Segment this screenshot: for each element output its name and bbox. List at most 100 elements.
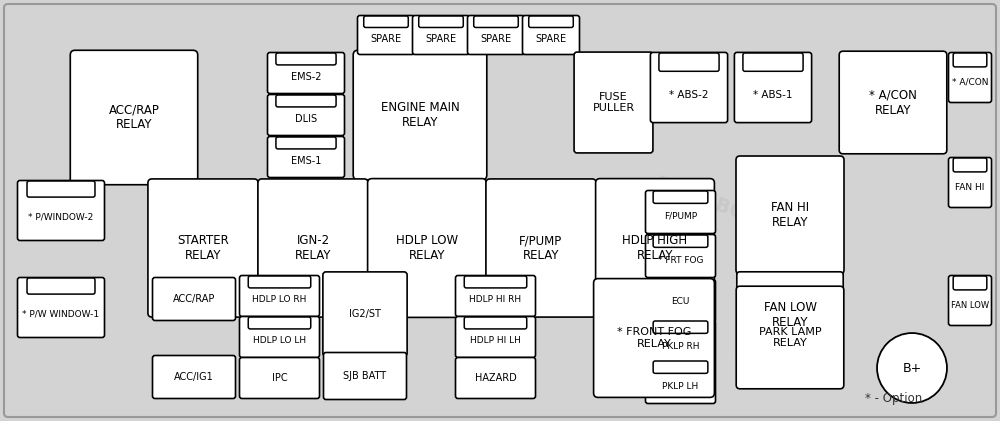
FancyBboxPatch shape (646, 234, 716, 277)
FancyBboxPatch shape (659, 53, 719, 71)
FancyBboxPatch shape (268, 136, 344, 178)
FancyBboxPatch shape (529, 16, 573, 27)
FancyBboxPatch shape (268, 94, 344, 136)
FancyBboxPatch shape (839, 51, 947, 154)
FancyBboxPatch shape (646, 320, 716, 363)
FancyBboxPatch shape (248, 317, 311, 329)
Text: * FRONT FOG
RELAY: * FRONT FOG RELAY (617, 327, 691, 349)
FancyBboxPatch shape (456, 317, 536, 357)
FancyBboxPatch shape (18, 277, 104, 338)
Text: SJB BATT: SJB BATT (343, 371, 387, 381)
Text: SPARE: SPARE (535, 34, 567, 44)
FancyBboxPatch shape (646, 190, 716, 234)
FancyBboxPatch shape (152, 355, 236, 399)
FancyBboxPatch shape (240, 357, 320, 399)
FancyBboxPatch shape (737, 272, 843, 358)
Text: * ABS-2: * ABS-2 (669, 90, 709, 100)
Text: SPARE: SPARE (370, 34, 402, 44)
Text: ECU: ECU (671, 296, 690, 306)
Text: IPC: IPC (272, 373, 287, 383)
Text: FAN HI: FAN HI (955, 183, 985, 192)
Text: * ABS-1: * ABS-1 (753, 90, 793, 100)
FancyBboxPatch shape (323, 272, 407, 356)
FancyBboxPatch shape (743, 53, 803, 71)
FancyBboxPatch shape (276, 95, 336, 107)
FancyBboxPatch shape (70, 50, 198, 185)
Text: * P/WINDOW-2: * P/WINDOW-2 (28, 212, 94, 221)
Text: * A/CON: * A/CON (952, 78, 988, 87)
FancyBboxPatch shape (468, 16, 524, 54)
FancyBboxPatch shape (650, 52, 728, 123)
Text: * P/W WINDOW-1: * P/W WINDOW-1 (22, 309, 100, 318)
FancyBboxPatch shape (594, 279, 714, 397)
FancyBboxPatch shape (948, 53, 992, 102)
FancyBboxPatch shape (736, 156, 844, 274)
Text: DLIS: DLIS (295, 114, 317, 124)
FancyBboxPatch shape (18, 181, 104, 240)
FancyBboxPatch shape (464, 317, 527, 329)
Text: HDLP HI LH: HDLP HI LH (470, 336, 521, 346)
FancyBboxPatch shape (4, 4, 996, 417)
Text: * FRT FOG: * FRT FOG (658, 256, 703, 265)
FancyBboxPatch shape (276, 53, 336, 65)
FancyBboxPatch shape (948, 275, 992, 325)
Text: IGN-2
RELAY: IGN-2 RELAY (295, 234, 331, 262)
Text: HDLP LOW
RELAY: HDLP LOW RELAY (396, 234, 458, 262)
FancyBboxPatch shape (268, 53, 344, 93)
Text: F/PUMP
RELAY: F/PUMP RELAY (519, 234, 563, 262)
FancyBboxPatch shape (734, 52, 812, 123)
Text: SPARE: SPARE (480, 34, 512, 44)
Text: HDLP HI RH: HDLP HI RH (469, 296, 522, 304)
FancyBboxPatch shape (456, 275, 536, 317)
Text: EMS-1: EMS-1 (291, 156, 321, 166)
FancyBboxPatch shape (953, 276, 987, 290)
FancyBboxPatch shape (948, 157, 992, 208)
FancyBboxPatch shape (953, 53, 987, 67)
Text: PKLP LH: PKLP LH (662, 382, 699, 391)
FancyBboxPatch shape (653, 361, 708, 373)
Text: FAN HI
RELAY: FAN HI RELAY (771, 201, 809, 229)
FancyBboxPatch shape (248, 276, 311, 288)
Text: ENGINE MAIN
RELAY: ENGINE MAIN RELAY (381, 101, 459, 129)
FancyBboxPatch shape (653, 321, 708, 333)
FancyBboxPatch shape (653, 191, 708, 203)
Text: STARTER
RELAY: STARTER RELAY (177, 234, 229, 262)
Text: FAN LOW
RELAY: FAN LOW RELAY (764, 301, 816, 329)
Text: HAZARD: HAZARD (475, 373, 516, 383)
Text: PARK LAMP
RELAY: PARK LAMP RELAY (759, 327, 821, 348)
FancyBboxPatch shape (258, 179, 368, 317)
Text: FUSE-BOX.info: FUSE-BOX.info (652, 174, 808, 247)
FancyBboxPatch shape (358, 16, 415, 54)
FancyBboxPatch shape (413, 16, 470, 54)
Text: PKLP RH: PKLP RH (662, 342, 699, 351)
Text: ACC/IG1: ACC/IG1 (174, 372, 214, 382)
Text: HDLP LO LH: HDLP LO LH (253, 336, 306, 346)
FancyBboxPatch shape (736, 286, 844, 389)
FancyBboxPatch shape (419, 16, 463, 27)
FancyBboxPatch shape (653, 235, 708, 248)
Text: IG2/ST: IG2/ST (349, 309, 381, 319)
FancyBboxPatch shape (646, 280, 716, 322)
Text: FAN LOW: FAN LOW (951, 301, 989, 310)
FancyBboxPatch shape (596, 179, 714, 317)
FancyBboxPatch shape (27, 181, 95, 197)
FancyBboxPatch shape (522, 16, 580, 54)
Text: F/PUMP: F/PUMP (664, 212, 697, 221)
Text: * A/CON
RELAY: * A/CON RELAY (869, 88, 917, 117)
Text: HDLP HIGH
RELAY: HDLP HIGH RELAY (622, 234, 688, 262)
FancyBboxPatch shape (464, 276, 527, 288)
Text: EMS-2: EMS-2 (291, 72, 321, 82)
FancyBboxPatch shape (474, 16, 518, 27)
FancyBboxPatch shape (240, 317, 320, 357)
FancyBboxPatch shape (353, 50, 487, 180)
FancyBboxPatch shape (953, 158, 987, 172)
Text: FUSE
PULLER: FUSE PULLER (592, 92, 635, 113)
Text: B+: B+ (902, 362, 922, 375)
FancyBboxPatch shape (574, 52, 653, 153)
Text: HDLP LO RH: HDLP LO RH (252, 296, 307, 304)
Text: ACC/RAP: ACC/RAP (173, 294, 215, 304)
FancyBboxPatch shape (27, 278, 95, 294)
FancyBboxPatch shape (368, 179, 486, 317)
FancyBboxPatch shape (240, 275, 320, 317)
FancyBboxPatch shape (276, 137, 336, 149)
